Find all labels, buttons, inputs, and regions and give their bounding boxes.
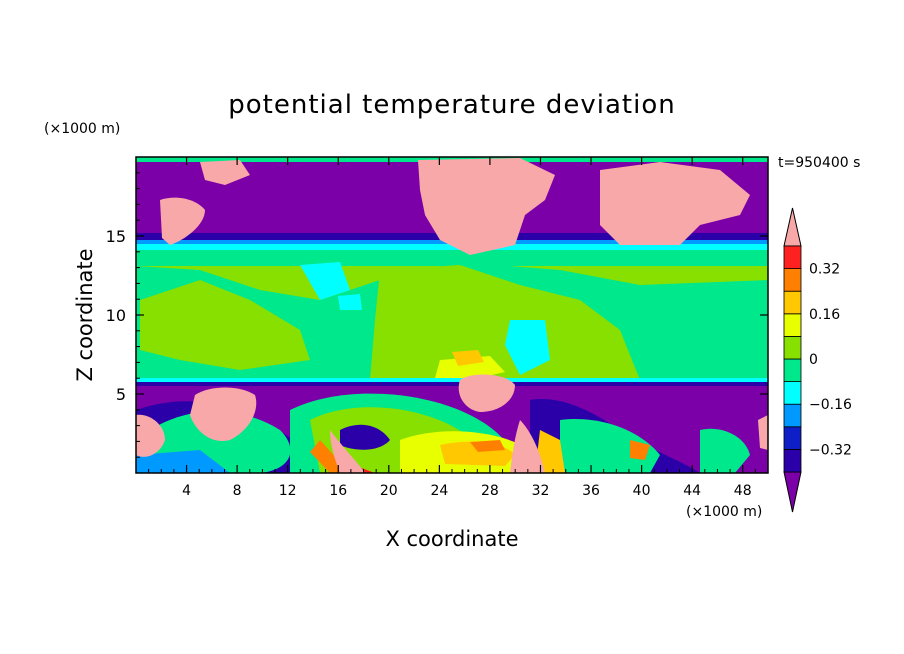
x-tick-label: 12 — [279, 483, 297, 499]
colorbar-extend-min — [783, 471, 802, 513]
y-axis: 5 10 15 — [106, 172, 768, 458]
y-axis-label: Z coordinate — [73, 248, 97, 381]
chart-title: potential temperature deviation — [228, 90, 675, 120]
x-tick-label: 32 — [532, 483, 550, 499]
colorbar: 0.32 0.16 0 −0.16 −0.32 — [783, 207, 852, 513]
contour-field — [136, 157, 768, 473]
x-tick-label: 20 — [380, 483, 398, 499]
y-tick-label: 10 — [106, 306, 126, 325]
x-tick-label: 4 — [182, 483, 191, 499]
colorbar-tick-label: −0.32 — [809, 442, 852, 458]
colorbar-segment — [783, 448, 802, 473]
colorbar-tick-label: 0.32 — [809, 262, 840, 278]
x-tick-label: 44 — [683, 483, 701, 499]
colorbar-segment — [783, 290, 802, 315]
x-tick-label: 24 — [430, 483, 448, 499]
colorbar-segment — [783, 245, 802, 270]
x-tick-label: 36 — [582, 483, 600, 499]
colorbar-segment — [783, 381, 802, 405]
colorbar-tick-label: 0 — [809, 352, 818, 368]
y-units-label: (×1000 m) — [44, 121, 120, 137]
colorbar-segment — [783, 335, 802, 360]
x-tick-label: 28 — [481, 483, 499, 499]
colorbar-segment — [783, 313, 802, 337]
x-axis: 4 8 12 16 20 24 28 32 36 40 44 48 — [148, 157, 756, 499]
colorbar-extend-max — [783, 207, 802, 247]
colorbar-segment — [783, 403, 802, 428]
colorbar-segment — [783, 268, 802, 292]
y-tick-label: 5 — [116, 385, 126, 404]
x-tick-label: 8 — [233, 483, 242, 499]
x-axis-label: X coordinate — [385, 527, 518, 551]
colorbar-tick-label: 0.16 — [809, 307, 840, 323]
x-units-label: (×1000 m) — [686, 504, 762, 520]
colorbar-segment — [783, 426, 802, 450]
colorbar-segment — [783, 358, 802, 383]
x-tick-label: 40 — [633, 483, 651, 499]
y-tick-label: 15 — [106, 227, 126, 246]
x-tick-label: 48 — [734, 483, 752, 499]
x-tick-label: 16 — [329, 483, 347, 499]
time-label: t=950400 s — [778, 155, 860, 171]
colorbar-tick-label: −0.16 — [809, 397, 852, 413]
